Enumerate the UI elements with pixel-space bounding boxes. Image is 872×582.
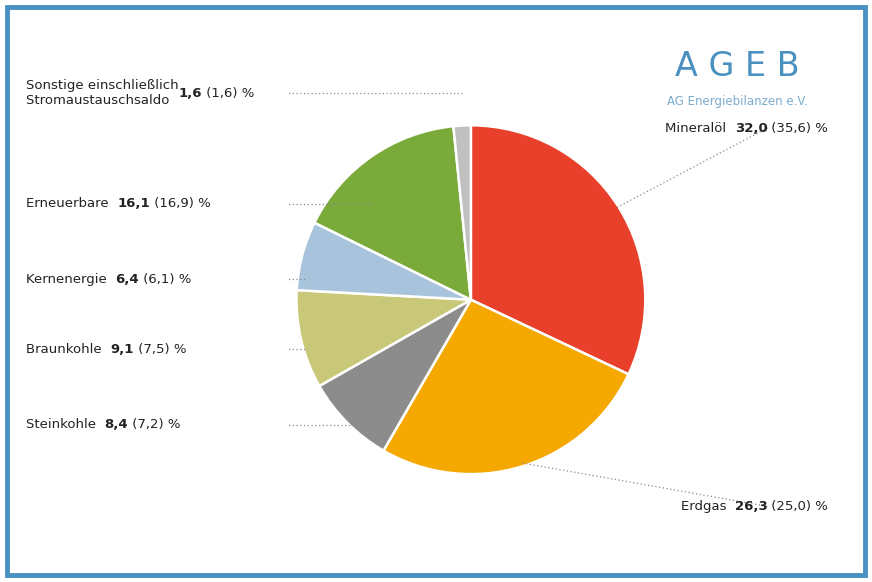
Text: 9,1: 9,1 xyxy=(110,343,133,356)
Text: 26,3: 26,3 xyxy=(734,500,767,513)
Text: (1,6) %: (1,6) % xyxy=(202,87,255,100)
Text: AG Energiebilanzen e.V.: AG Energiebilanzen e.V. xyxy=(666,95,807,108)
Text: (16,9) %: (16,9) % xyxy=(150,197,211,210)
Text: Erdgas: Erdgas xyxy=(681,500,734,513)
Text: Steinkohle: Steinkohle xyxy=(26,418,105,431)
Wedge shape xyxy=(471,125,645,374)
Wedge shape xyxy=(319,300,471,450)
Text: (7,5) %: (7,5) % xyxy=(133,343,186,356)
Text: Mineralöl: Mineralöl xyxy=(665,122,734,134)
Text: Kernenergie: Kernenergie xyxy=(26,273,115,286)
Wedge shape xyxy=(384,300,629,474)
Wedge shape xyxy=(296,223,471,300)
Text: 1,6: 1,6 xyxy=(179,87,202,100)
Text: 6,4: 6,4 xyxy=(115,273,139,286)
Text: (25,0) %: (25,0) % xyxy=(767,500,828,513)
Text: 16,1: 16,1 xyxy=(118,197,150,210)
Text: 32,0: 32,0 xyxy=(734,122,767,134)
Text: (7,2) %: (7,2) % xyxy=(128,418,181,431)
Text: (6,1) %: (6,1) % xyxy=(139,273,192,286)
Text: A G E B: A G E B xyxy=(675,51,799,83)
Wedge shape xyxy=(296,290,471,386)
Text: 8,4: 8,4 xyxy=(105,418,128,431)
Text: Erneuerbare: Erneuerbare xyxy=(26,197,118,210)
Wedge shape xyxy=(315,126,471,300)
Text: (35,6) %: (35,6) % xyxy=(767,122,828,134)
Wedge shape xyxy=(453,125,471,300)
Text: Sonstige einschließlich
Stromaustauschsaldo: Sonstige einschließlich Stromaustauschsa… xyxy=(26,79,179,107)
Text: Braunkohle: Braunkohle xyxy=(26,343,110,356)
